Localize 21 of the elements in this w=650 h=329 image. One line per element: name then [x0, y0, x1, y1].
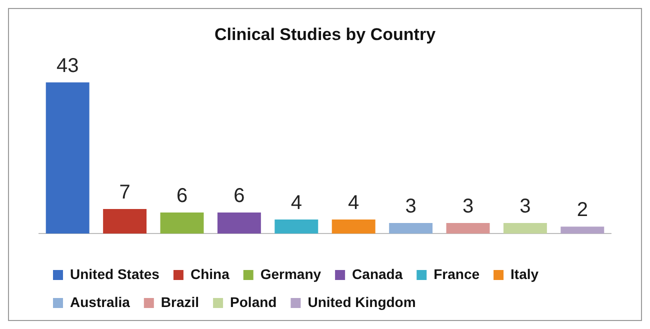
legend-label: Poland [230, 294, 277, 310]
data-label: 43 [56, 54, 79, 77]
data-label: 7 [119, 182, 130, 204]
data-label: 3 [520, 196, 531, 218]
chart-title: Clinical Studies by Country [214, 24, 436, 44]
data-label: 6 [234, 185, 245, 208]
data-label: 4 [348, 192, 360, 214]
data-label: 4 [290, 192, 302, 214]
legend-label: France [434, 266, 480, 282]
legend-label: Italy [510, 266, 539, 282]
data-label: 3 [462, 196, 474, 218]
legend-label: Canada [352, 266, 403, 282]
legend-label: United Kingdom [308, 294, 416, 310]
data-label: 2 [576, 199, 588, 222]
legend-label: China [190, 266, 230, 282]
legend-label: United States [70, 266, 160, 282]
legend-label: Brazil [160, 294, 200, 310]
legend-label: Germany [260, 266, 322, 282]
data-label: 6 [176, 185, 188, 208]
data-label: 3 [405, 196, 416, 218]
legend-label: Australia [70, 294, 130, 310]
